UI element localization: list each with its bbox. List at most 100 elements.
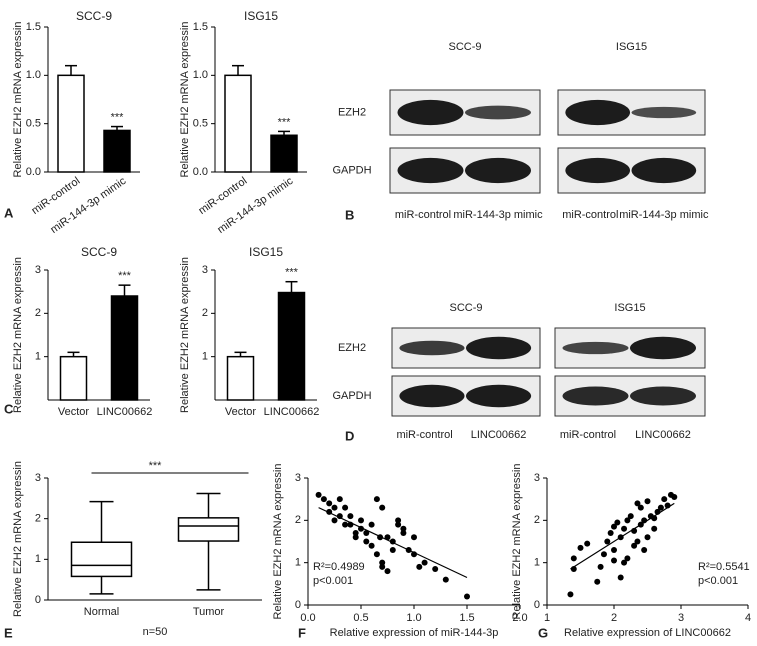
y-tick-label: 3 xyxy=(35,264,41,276)
chart-title: ISG15 xyxy=(244,9,278,23)
significance: *** xyxy=(111,111,125,123)
y-axis-label: Relative EZH2 mRNA expressin xyxy=(272,464,284,620)
significance: *** xyxy=(149,460,163,472)
y-axis-label: Relative EZH2 mRNA expressin xyxy=(12,22,24,178)
x-axis-label: Relative expression of LINC00662 xyxy=(564,627,731,639)
point xyxy=(634,500,641,507)
point xyxy=(617,574,624,581)
blot-title: ISG15 xyxy=(614,302,645,314)
y-tick-label: 1.0 xyxy=(26,69,41,81)
bar xyxy=(270,134,298,173)
y-tick-label: 1 xyxy=(35,351,41,363)
x-tick-label: 1.5 xyxy=(459,612,474,624)
point xyxy=(634,538,641,545)
point xyxy=(320,496,327,503)
x-tick-label: 1.0 xyxy=(406,612,421,624)
band xyxy=(397,99,464,126)
band xyxy=(630,336,696,360)
panel-label: D xyxy=(345,428,354,443)
y-axis-label: Relative EZH2 mRNA expressin xyxy=(179,22,191,178)
bar xyxy=(103,129,131,173)
blot-title: SCC-9 xyxy=(449,302,482,314)
point xyxy=(621,559,628,566)
fit-line xyxy=(318,507,468,579)
point xyxy=(577,544,584,551)
point xyxy=(661,496,668,503)
point xyxy=(651,525,658,532)
band xyxy=(399,340,465,356)
x-tick-label: Tumor xyxy=(193,606,225,618)
point xyxy=(624,517,631,524)
y-axis-label: Relative EZH2 mRNA expressin xyxy=(12,257,24,413)
significance: *** xyxy=(278,116,292,128)
point xyxy=(627,513,634,520)
band xyxy=(562,341,629,355)
point xyxy=(671,494,678,501)
point xyxy=(657,504,664,511)
point xyxy=(400,530,407,537)
y-tick-label: 1.5 xyxy=(193,21,208,33)
y-tick-label: 3 xyxy=(534,472,540,484)
x-tick-label: LINC00662 xyxy=(97,406,153,418)
point xyxy=(611,546,617,553)
y-tick-label: 1 xyxy=(202,351,208,363)
point xyxy=(584,540,591,547)
lane-label: miR-control xyxy=(560,429,616,441)
point xyxy=(604,538,611,545)
box xyxy=(177,517,240,542)
point xyxy=(600,551,607,558)
y-tick-label: 0.5 xyxy=(193,118,208,130)
point xyxy=(373,496,380,503)
band xyxy=(630,386,696,406)
sample-size: n=50 xyxy=(143,626,168,638)
band xyxy=(465,157,531,184)
significance: *** xyxy=(118,270,132,282)
x-tick-label: LINC00662 xyxy=(264,406,320,418)
stat-annotation: p<0.001 xyxy=(698,575,738,587)
point xyxy=(464,593,470,600)
point xyxy=(331,504,338,511)
y-axis-label: Relative EZH2 mRNA expressin xyxy=(179,257,191,413)
y-tick-label: 0.0 xyxy=(193,166,208,178)
point xyxy=(373,551,380,558)
stat-annotation: R²=0.4989 xyxy=(313,561,365,573)
point xyxy=(395,517,402,524)
y-axis-label: Relative EZH2 mRNA expressin xyxy=(12,461,24,617)
point xyxy=(597,563,604,570)
x-tick-label: miR-144-3p mimic xyxy=(215,175,295,236)
point xyxy=(336,496,343,503)
y-tick-label: 0.0 xyxy=(26,166,41,178)
x-tick-label: 0.5 xyxy=(353,612,368,624)
point xyxy=(342,521,349,528)
point xyxy=(342,504,349,511)
x-tick-label: 1 xyxy=(544,612,550,624)
x-tick-label: Vector xyxy=(58,406,90,418)
point xyxy=(416,563,423,570)
band xyxy=(465,105,531,120)
point xyxy=(379,504,386,511)
x-tick-label: Normal xyxy=(84,606,119,618)
point xyxy=(352,534,359,541)
x-tick-label: 4 xyxy=(745,612,751,624)
point xyxy=(611,557,617,564)
point xyxy=(607,530,614,537)
band xyxy=(565,157,631,184)
y-tick-label: 3 xyxy=(202,264,208,276)
point xyxy=(389,546,396,553)
chart-title: ISG15 xyxy=(249,245,283,259)
point xyxy=(641,546,648,553)
lane-label: miR-control xyxy=(395,209,451,221)
bar xyxy=(59,355,88,401)
significance: *** xyxy=(285,267,299,279)
band xyxy=(565,99,631,126)
band xyxy=(397,157,464,184)
point xyxy=(384,568,391,575)
row-label: EZH2 xyxy=(338,106,366,118)
x-tick-label: 0.0 xyxy=(300,612,315,624)
point xyxy=(395,521,402,528)
band xyxy=(466,384,532,408)
point xyxy=(644,498,651,505)
y-tick-label: 2 xyxy=(534,514,540,526)
point xyxy=(631,542,638,549)
x-tick-label: 3 xyxy=(678,612,684,624)
